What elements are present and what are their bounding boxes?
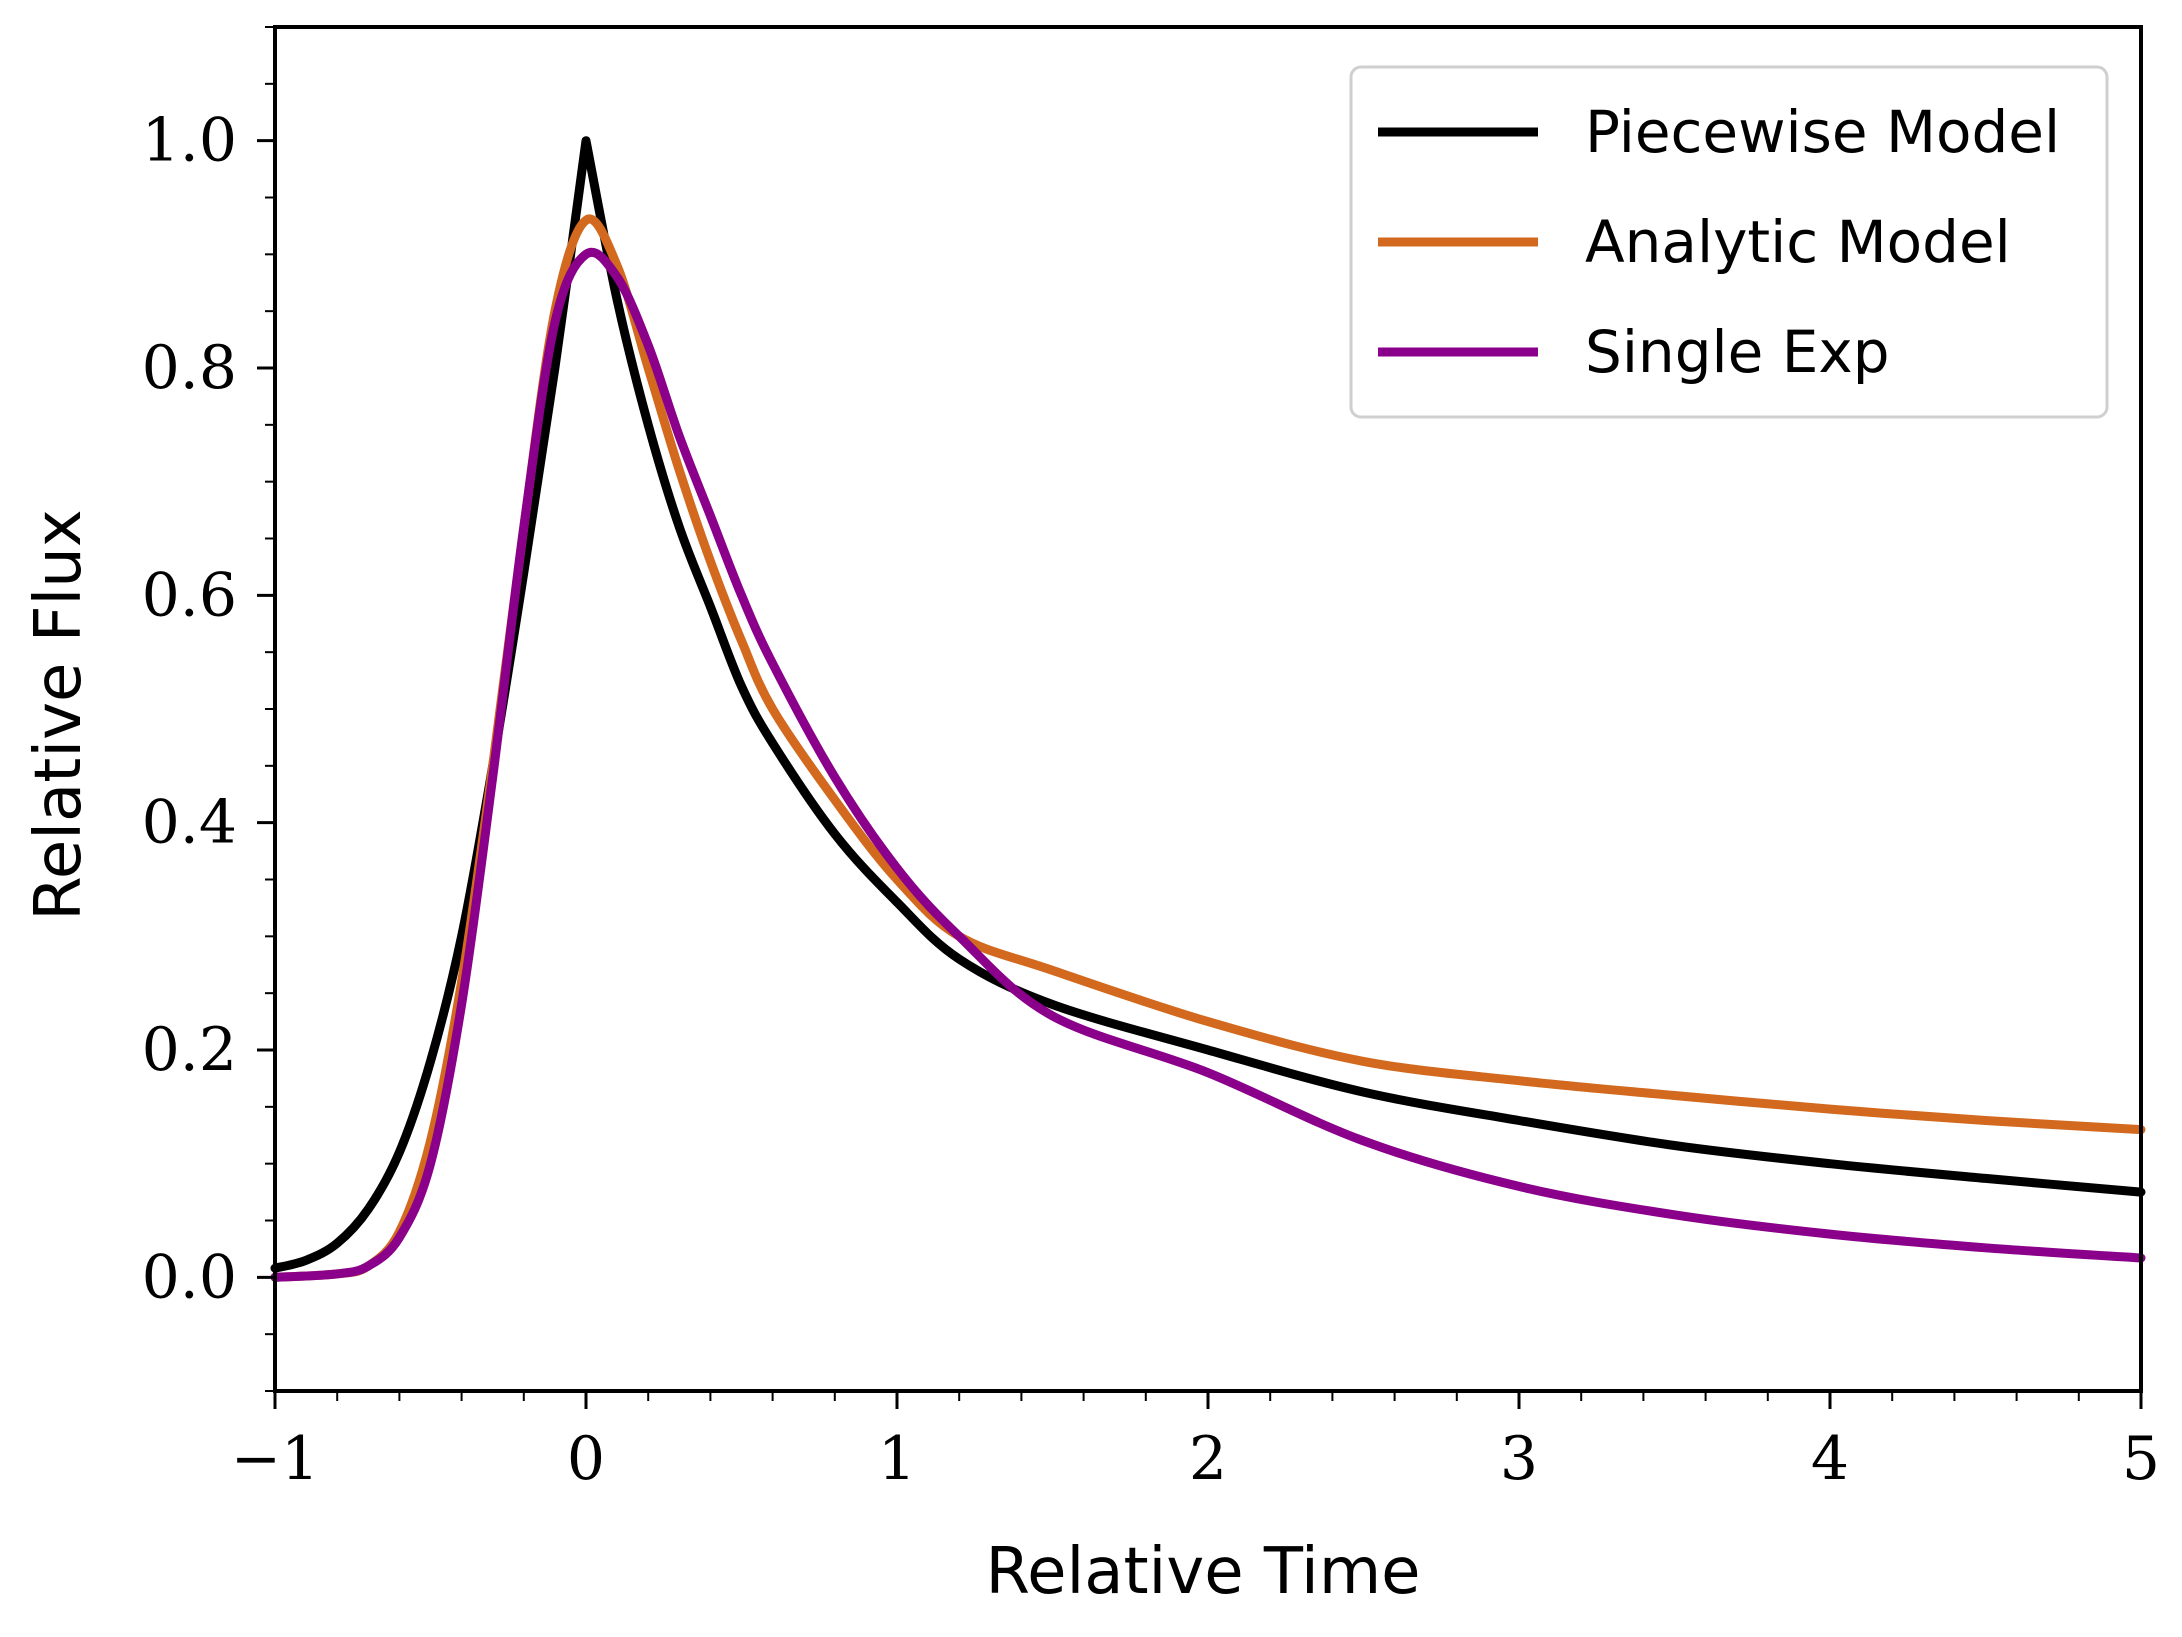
- y-tick-label: 0.2: [142, 1015, 237, 1085]
- x-tick-label: −1: [231, 1424, 319, 1494]
- x-axis-label: Relative Time: [985, 1535, 1420, 1609]
- legend: Piecewise Model Analytic Model Single Exp: [1349, 65, 2109, 419]
- series-line-2: [270, 248, 2146, 1282]
- x-tick-label: 4: [1811, 1424, 1849, 1494]
- y-tick-label: 0.4: [142, 788, 237, 858]
- legend-label: Piecewise Model: [1585, 98, 2060, 166]
- legend-entries: Piecewise Model Analytic Model Single Exp: [1378, 98, 2060, 386]
- plot-frame: [273, 25, 2143, 1393]
- legend-label: Single Exp: [1585, 318, 1890, 386]
- ticks-layer: −1 0 1 2 3 4 5 0.0 0.2 0.4 0.6 0.8 1.0: [142, 26, 2160, 1494]
- y-tick-label: 0.8: [142, 333, 237, 403]
- y-tick-label: 0.6: [142, 560, 237, 630]
- x-tick-label: 0: [567, 1424, 605, 1494]
- y-tick-label: 1.0: [142, 106, 237, 176]
- legend-label: Analytic Model: [1585, 208, 2011, 276]
- legend-box: [1349, 65, 2109, 419]
- x-tick-label: 2: [1189, 1424, 1227, 1494]
- y-tick-label: 0.0: [142, 1242, 237, 1312]
- series-line-0: [270, 136, 2146, 1273]
- x-tick-label: 1: [878, 1424, 916, 1494]
- x-tick-label: 3: [1500, 1424, 1538, 1494]
- y-axis-label: Relative Flux: [22, 509, 96, 920]
- x-tick-label: 5: [2122, 1424, 2160, 1494]
- series-layer: [270, 136, 2146, 1282]
